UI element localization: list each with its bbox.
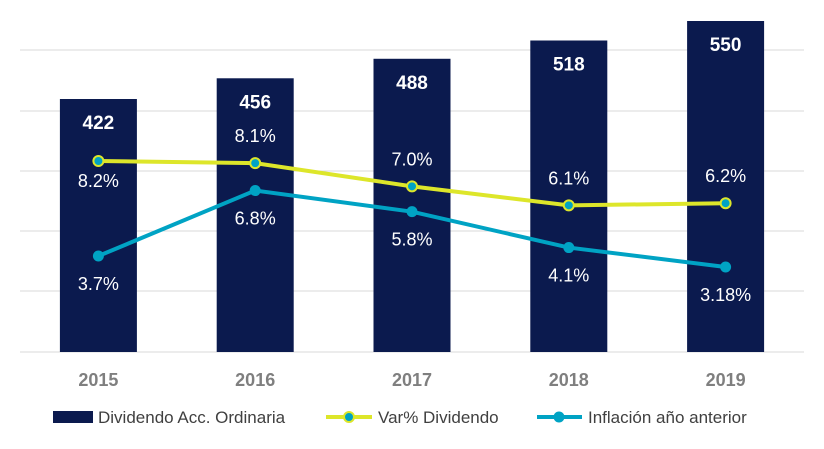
line-value-labels: 8.2% 8.1% 7.0% 6.1% 6.2% 3.7% 6.8% 5.8% 4.1% 3.18… [78, 126, 751, 305]
x-tick-label-2016: 2016 [235, 370, 275, 390]
legend-bar-label: Dividendo Acc. Ordinaria [98, 408, 286, 427]
marker-var-dividendo-2016 [249, 157, 262, 170]
legend-bar-swatch [53, 411, 93, 423]
line-series [92, 155, 732, 273]
legend-var-dividendo-label: Var% Dividendo [378, 408, 499, 427]
marker-var-dividendo-2017 [406, 180, 418, 193]
legend-var-dividendo-marker [343, 411, 355, 423]
label-inflacion-2016: 6.8% [235, 209, 276, 229]
bar-value-labels: 422 456 488 518 550 [83, 35, 742, 134]
bar-2017 [373, 58, 451, 352]
marker-inflacion-2018 [563, 242, 575, 254]
bar-value-label-2018: 518 [553, 55, 585, 76]
label-var-dividendo-2016: 8.1% [235, 126, 276, 146]
label-inflacion-2015: 3.7% [78, 274, 119, 294]
marker-inflacion-2015 [92, 250, 104, 262]
marker-var-dividendo-2018 [562, 199, 575, 212]
bar-value-label-2016: 456 [239, 92, 271, 113]
label-inflacion-2019: 3.18% [700, 285, 751, 305]
bar-2015 [59, 99, 137, 352]
label-var-dividendo-2018: 6.1% [548, 168, 589, 188]
legend-inflacion-label: Inflación año anterior [588, 408, 747, 427]
bar-value-label-2017: 488 [396, 73, 428, 94]
bar-value-label-2015: 422 [83, 113, 115, 134]
label-inflacion-2017: 5.8% [391, 230, 432, 250]
bar-2019 [687, 21, 765, 352]
bar-value-label-2019: 550 [710, 35, 742, 56]
label-var-dividendo-2019: 6.2% [705, 166, 746, 186]
x-axis: 2015 2016 2017 2018 2019 [78, 370, 745, 390]
legend: Dividendo Acc. Ordinaria Var% Dividendo … [53, 408, 747, 427]
marker-var-dividendo-2015 [92, 155, 105, 167]
bars [59, 21, 765, 352]
bar-2018 [530, 40, 608, 352]
bar-2016 [216, 78, 294, 352]
label-var-dividendo-2015: 8.2% [78, 171, 119, 191]
x-tick-label-2017: 2017 [392, 370, 432, 390]
legend-inflacion-marker [553, 411, 565, 423]
marker-inflacion-2017 [406, 206, 418, 218]
x-tick-label-2019: 2019 [706, 370, 746, 390]
x-tick-label-2018: 2018 [549, 370, 589, 390]
marker-var-dividendo-2019 [719, 197, 732, 210]
label-inflacion-2018: 4.1% [548, 266, 589, 286]
marker-inflacion-2016 [249, 185, 261, 197]
marker-inflacion-2019 [720, 261, 732, 273]
label-var-dividendo-2017: 7.0% [391, 149, 432, 169]
x-tick-label-2015: 2015 [78, 370, 118, 390]
